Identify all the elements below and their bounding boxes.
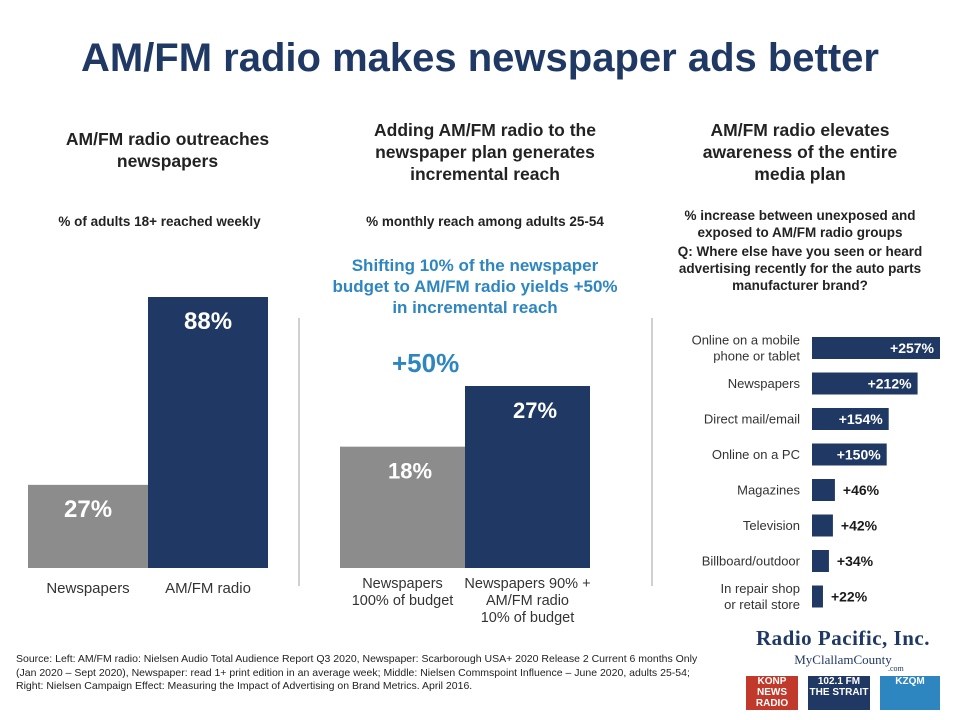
awareness-value-3: +150%: [837, 447, 882, 463]
left-bar-value-1: 88%: [184, 308, 232, 335]
middle-bar-0: [340, 446, 465, 568]
awareness-cat-3-0: Online on a PC: [712, 447, 800, 462]
source-note: Source: Left: AM/FM radio: Nielsen Audio…: [16, 653, 698, 692]
awareness-cat-1-0: Newspapers: [728, 376, 801, 391]
divider-left: [298, 318, 300, 586]
logo-site-suffix: .com: [888, 664, 904, 673]
awareness-bar-1: [812, 372, 918, 395]
awareness-value-0: +257%: [890, 340, 935, 356]
radio-pacific-logo: Radio Pacific, Inc. MyClallamCounty .com…: [738, 626, 948, 716]
awareness-cat-0-0: Online on a mobile: [692, 333, 800, 348]
middle-subheading: % monthly reach among adults 25-54: [366, 214, 604, 229]
left-subheading: % of adults 18+ reached weekly: [58, 214, 261, 229]
middle-cat-label-0-1: 100% of budget: [352, 593, 454, 609]
left-bar-1: [148, 297, 268, 568]
awareness-bar-4: [812, 479, 835, 501]
awareness-cat-0-1: phone or tablet: [713, 349, 800, 364]
middle-cat-label-1-2: 10% of budget: [481, 610, 575, 626]
awareness-bar-7: [812, 585, 823, 608]
left-heading: AM/FM radio outreaches newspapers: [65, 129, 270, 171]
awareness-cat-2-0: Direct mail/email: [704, 412, 800, 427]
middle-bar-value-0: 18%: [388, 459, 432, 484]
awareness-value-5: +42%: [841, 518, 878, 534]
logo-site: MyClallamCounty: [794, 652, 892, 667]
left-cat-label-0: Newspapers: [46, 580, 129, 597]
awareness-bar-3: [812, 443, 887, 466]
page-title: AM/FM radio makes newspaper ads better: [80, 36, 879, 80]
divider-right: [651, 318, 653, 586]
awareness-value-1: +212%: [868, 376, 913, 392]
station-kzqm: KZQM: [880, 676, 940, 710]
right-heading: AM/FM radio elevates awareness of the en…: [702, 120, 898, 184]
awareness-value-2: +154%: [839, 411, 884, 427]
awareness-cat-7-1: or retail store: [724, 597, 800, 612]
left-bar-value-0: 27%: [64, 496, 112, 523]
middle-cat-label-1-1: AM/FM radio: [486, 593, 569, 609]
left-bar-0: [28, 484, 148, 568]
right-question: Q: Where else have you seen or heard adv…: [677, 244, 923, 293]
station-konp: KONP NEWS RADIO: [746, 676, 798, 710]
logo-name: Radio Pacific, Inc.: [756, 626, 930, 650]
awareness-value-6: +34%: [837, 553, 874, 569]
awareness-bar-6: [812, 550, 829, 572]
awareness-cat-7-0: In repair shop: [721, 581, 801, 596]
awareness-value-4: +46%: [843, 482, 880, 498]
right-subheading: % increase between unexposed and exposed…: [684, 208, 916, 240]
middle-cat-label-1-0: Newspapers 90% +: [464, 576, 590, 592]
middle-bar-value-1: 27%: [513, 398, 557, 423]
awareness-bar-0: [812, 337, 940, 359]
awareness-cat-6-0: Billboard/outdoor: [702, 554, 801, 569]
station-strait: 102.1 FM THE STRAIT: [808, 676, 870, 710]
increase-label: +50%: [392, 348, 460, 378]
left-cat-label-1: AM/FM radio: [165, 580, 251, 597]
middle-cat-label-0-0: Newspapers: [362, 576, 443, 592]
awareness-bar-5: [812, 514, 833, 537]
middle-heading: Adding AM/FM radio to the newspaper plan…: [374, 120, 596, 184]
middle-callout: Shifting 10% of the newspaper budget to …: [332, 256, 618, 317]
middle-bar-1: [465, 386, 590, 568]
awareness-cat-4-0: Magazines: [737, 483, 800, 498]
awareness-bar-2: [812, 408, 889, 430]
awareness-value-7: +22%: [831, 589, 868, 605]
awareness-cat-5-0: Television: [743, 518, 800, 533]
